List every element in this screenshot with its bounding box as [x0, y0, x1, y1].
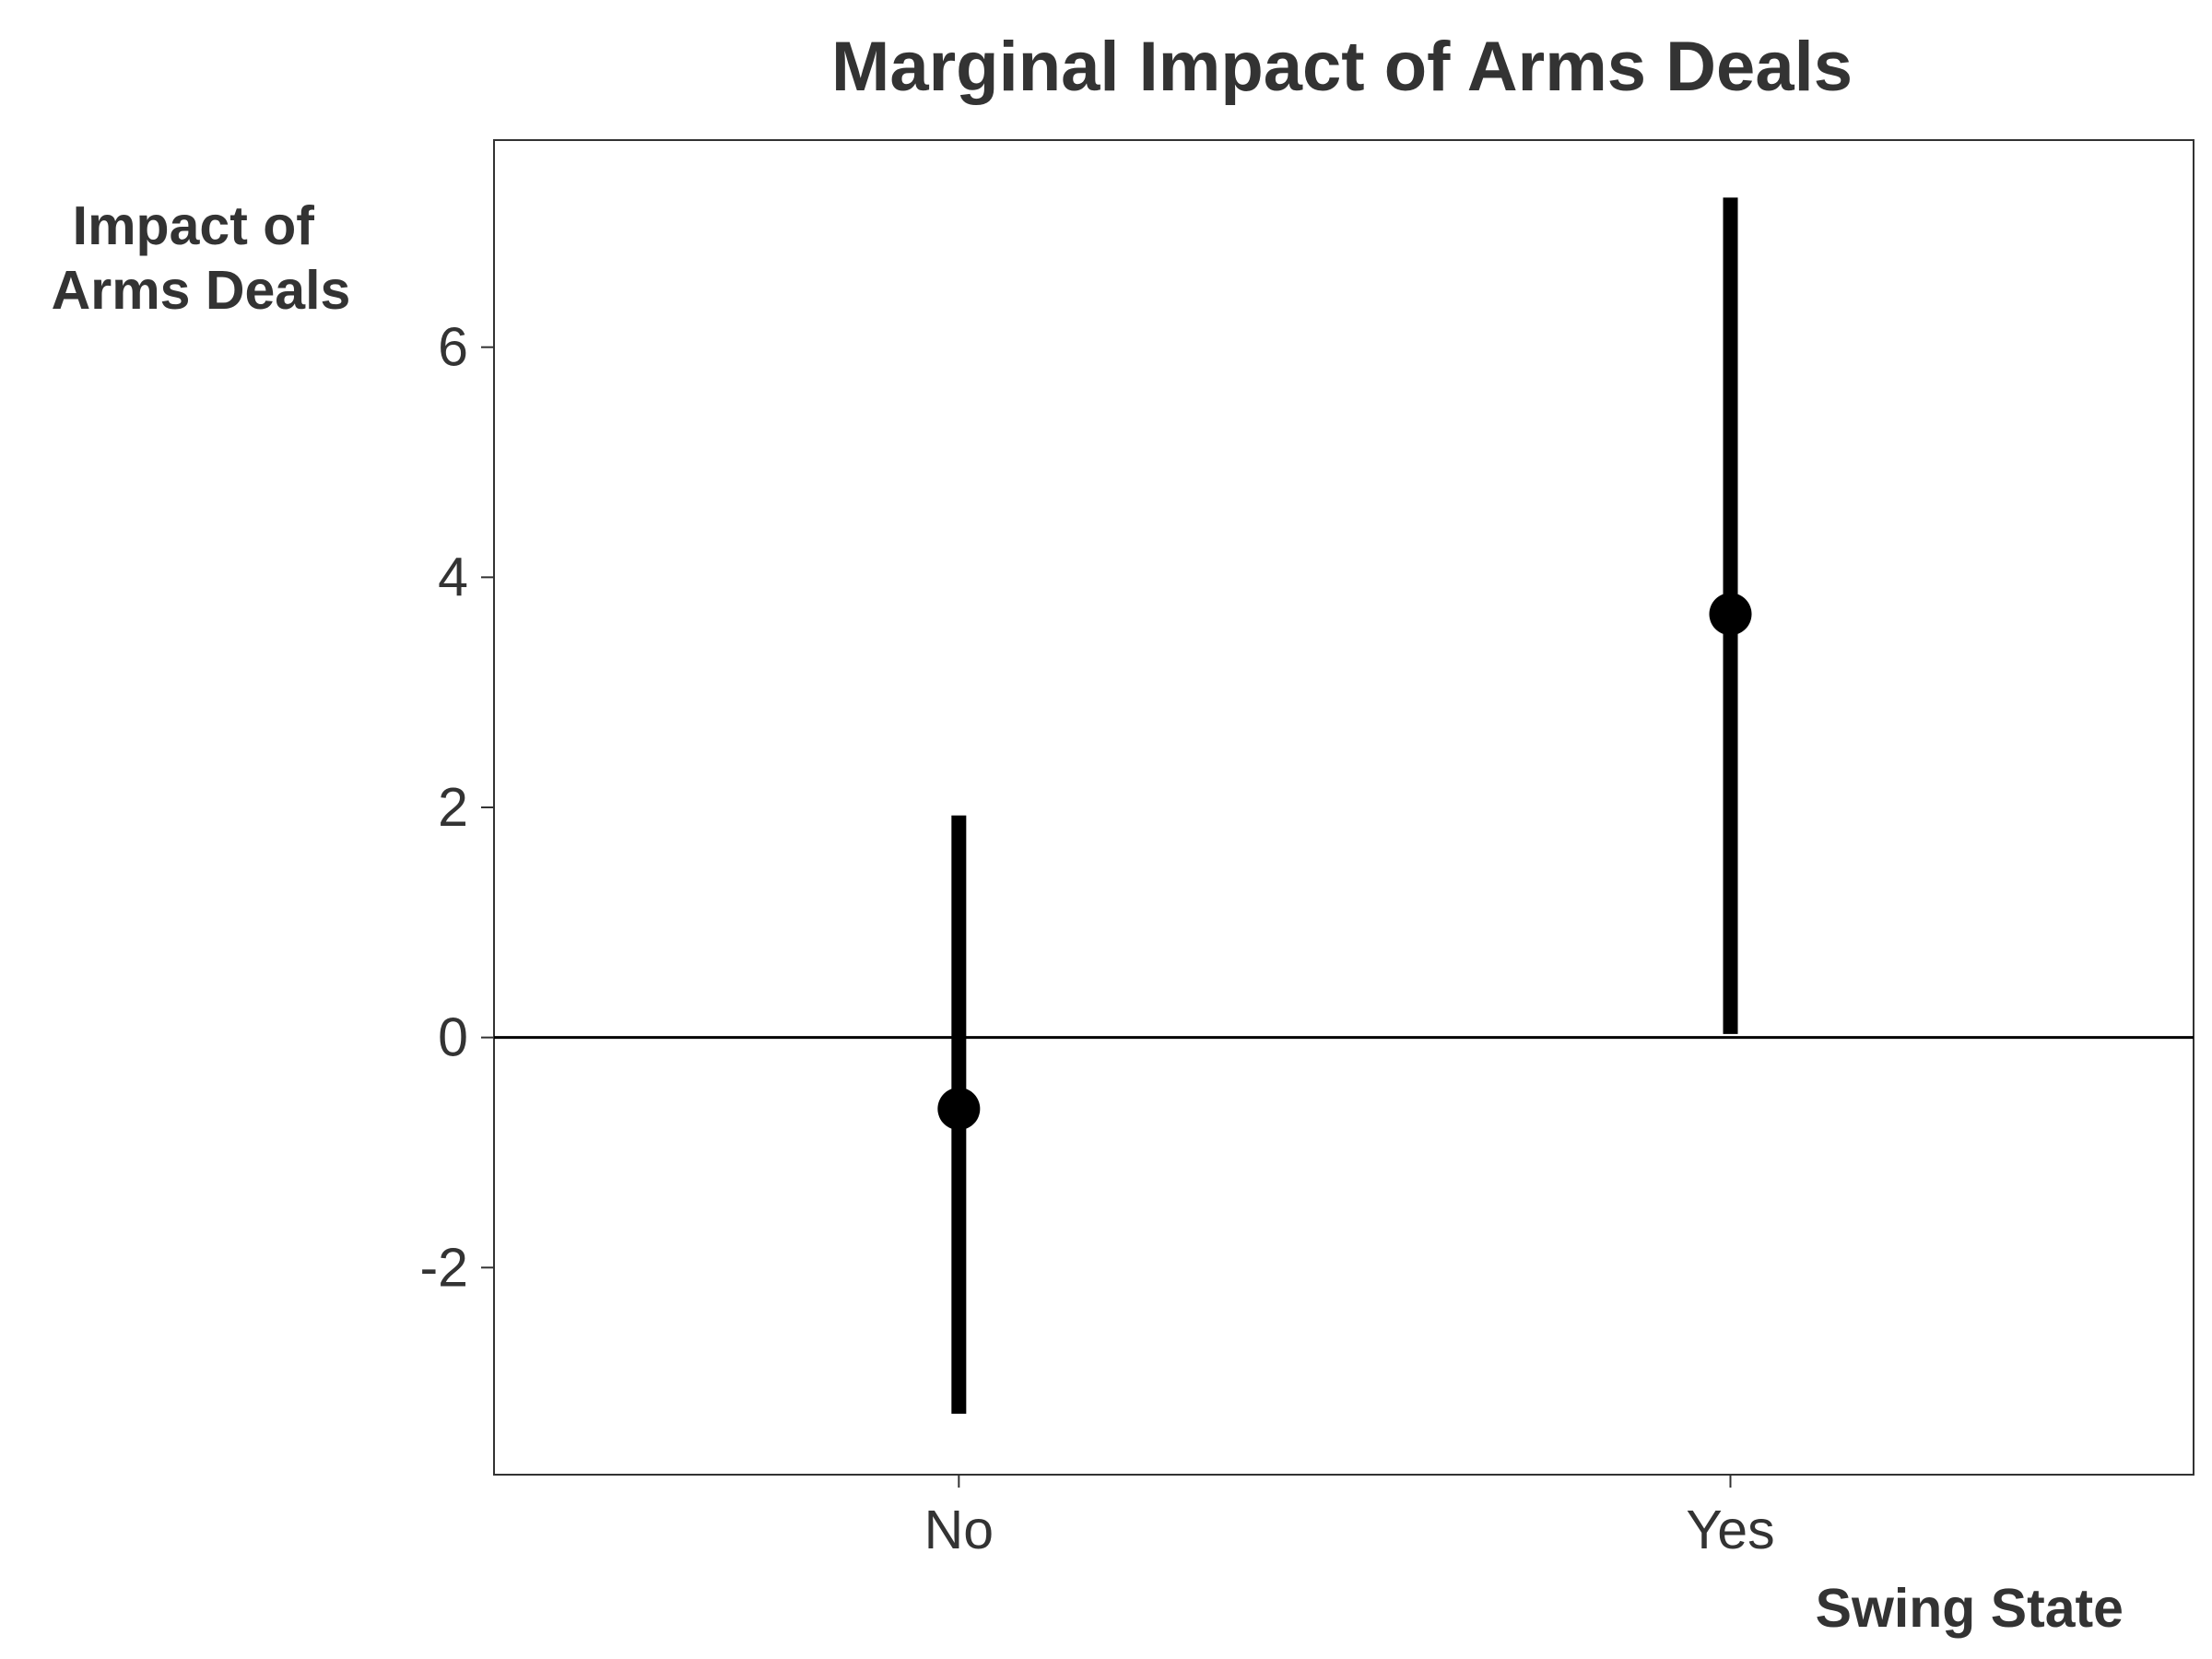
- point-estimate-no: [937, 1088, 981, 1131]
- x-axis-ticks: No Yes: [924, 1475, 1775, 1560]
- y-axis-label-line-2: Arms Deals: [52, 260, 351, 321]
- y-axis-ticks: -2 0 2 4 6: [420, 317, 494, 1298]
- plot-frame: [493, 139, 2194, 1476]
- y-tick-label: 6: [438, 317, 468, 378]
- point-estimate-yes: [1709, 593, 1752, 636]
- y-tick-label: 4: [438, 547, 468, 607]
- chart-title: Marginal Impact of Arms Deals: [831, 28, 1853, 106]
- x-tick-label: Yes: [1686, 1500, 1774, 1560]
- y-tick-label: 0: [438, 1007, 468, 1068]
- y-tick-label: -2: [420, 1237, 468, 1298]
- x-tick-label: No: [924, 1500, 994, 1560]
- y-tick-label: 2: [438, 777, 468, 838]
- x-axis-label: Swing State: [1816, 1578, 2124, 1639]
- y-axis-label: Impact of Arms Deals: [52, 195, 351, 321]
- chart-marks: [937, 197, 1752, 1414]
- y-axis-label-line-1: Impact of: [73, 195, 315, 256]
